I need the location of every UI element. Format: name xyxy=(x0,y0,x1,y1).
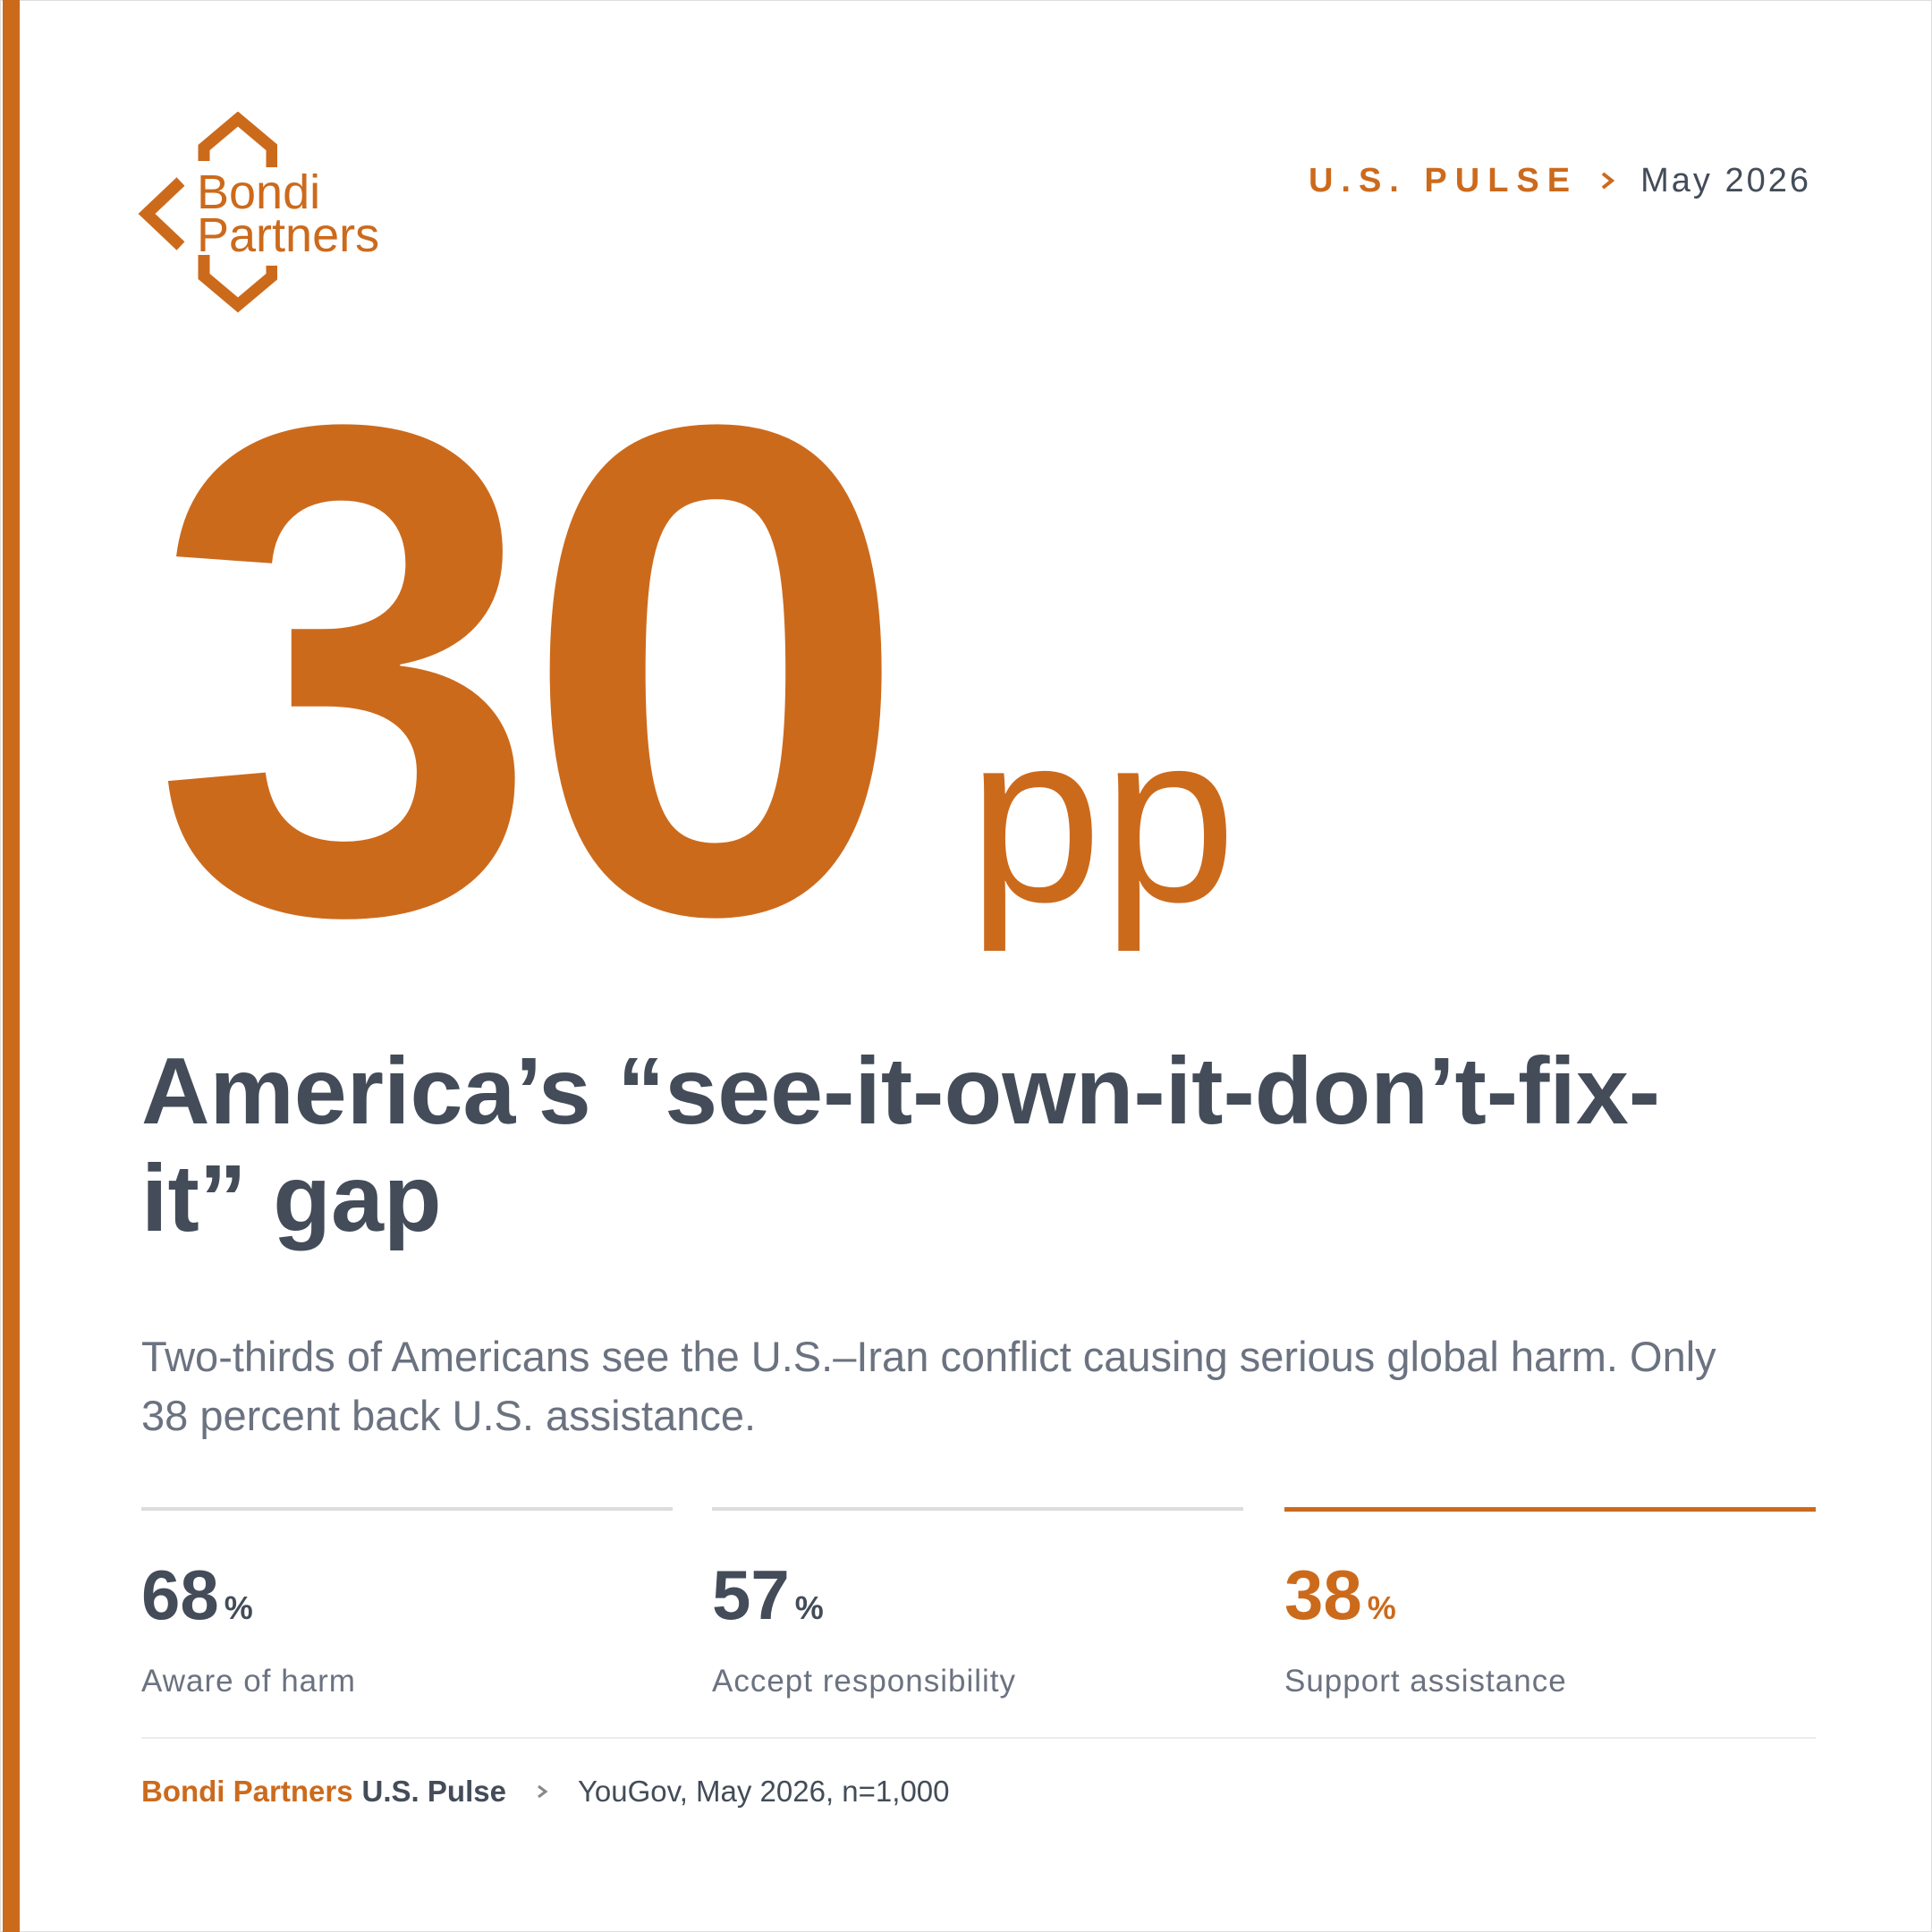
footer-series: U.S. Pulse xyxy=(361,1775,506,1808)
footer-divider xyxy=(141,1737,1816,1739)
stat-label: Accept responsibility xyxy=(712,1664,1017,1699)
stat-value: 68% xyxy=(141,1555,253,1648)
logo-line2: Partners xyxy=(197,208,380,262)
stat-number: 38 xyxy=(1284,1555,1362,1634)
stat-rule xyxy=(1284,1507,1816,1512)
date: May 2026 xyxy=(1640,162,1811,199)
footer-source: YouGov, May 2026, n=1,000 xyxy=(577,1775,950,1808)
chevron xyxy=(1601,172,1615,190)
logo-line1: Bondi xyxy=(197,165,321,219)
title: America’s “see-it-own-it-don’t-fix-it” g… xyxy=(141,1038,1661,1251)
header: U.S. PULSE May 2026 xyxy=(1309,161,1811,200)
stat-unit: % xyxy=(794,1589,824,1626)
stat-rule xyxy=(141,1507,673,1511)
stat-rule xyxy=(712,1507,1243,1511)
stat-value: 38% xyxy=(1284,1555,1396,1648)
stat-value: 57% xyxy=(712,1555,824,1648)
stat-label: Support assistance xyxy=(1284,1664,1567,1699)
stat-unit: % xyxy=(224,1589,253,1626)
logo-mark xyxy=(138,112,277,313)
stat-number: 57 xyxy=(712,1555,790,1634)
accent-bar xyxy=(3,0,20,1932)
footer: Bondi Partners U.S. Pulse YouGov, May 20… xyxy=(141,1774,950,1809)
series-label: U.S. PULSE xyxy=(1308,162,1579,199)
stat-label: Aware of harm xyxy=(141,1664,356,1699)
hero-unit: pp xyxy=(968,683,1237,953)
hero-number: 30 xyxy=(152,281,911,1060)
footer-brand: Bondi Partners xyxy=(141,1775,353,1808)
chevron xyxy=(538,1784,548,1799)
stat-unit: % xyxy=(1367,1589,1396,1626)
subtitle: Two-thirds of Americans see the U.S.–Ira… xyxy=(141,1333,1716,1439)
stat-number: 68 xyxy=(141,1555,219,1634)
